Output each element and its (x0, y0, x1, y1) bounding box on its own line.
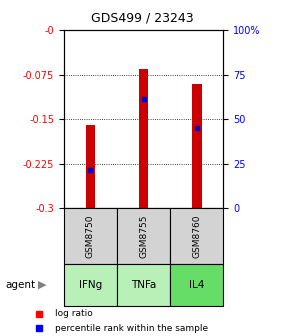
Text: ▶: ▶ (38, 280, 46, 290)
Text: GSM8755: GSM8755 (139, 214, 148, 258)
Bar (64, 264, 117, 306)
Bar (192, 84, 202, 208)
Text: percentile rank within the sample: percentile rank within the sample (55, 324, 208, 333)
Text: GSM8750: GSM8750 (86, 214, 95, 258)
Bar (64, 208, 117, 264)
Bar (117, 264, 170, 306)
Text: TNFa: TNFa (131, 280, 156, 290)
Text: agent: agent (6, 280, 36, 290)
Text: IL4: IL4 (189, 280, 204, 290)
Bar (86, 125, 95, 208)
Bar (170, 208, 223, 264)
Text: GDS499 / 23243: GDS499 / 23243 (91, 12, 193, 25)
Text: log ratio: log ratio (55, 309, 92, 318)
Text: GSM8760: GSM8760 (192, 214, 201, 258)
Bar (170, 264, 223, 306)
Bar (117, 208, 170, 264)
Text: IFNg: IFNg (79, 280, 102, 290)
Bar (139, 69, 148, 208)
